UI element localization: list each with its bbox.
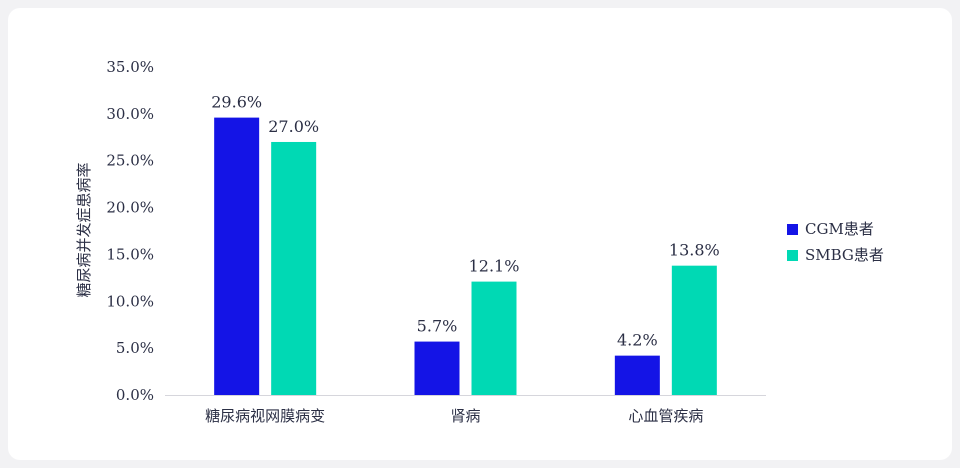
x-axis-ticks: 糖尿病视网膜病变 肾病 心血管疾病 xyxy=(205,407,703,425)
y-tick-label: 10.0% xyxy=(106,292,154,310)
data-label: 13.8% xyxy=(669,241,720,260)
data-label: 5.7% xyxy=(417,317,458,336)
bar xyxy=(471,281,517,395)
bars xyxy=(214,117,717,395)
y-tick-label: 0.0% xyxy=(116,386,154,404)
legend-label: SMBG患者 xyxy=(805,246,884,264)
y-tick-label: 15.0% xyxy=(106,245,154,263)
legend-swatch xyxy=(787,224,798,235)
legend-swatch xyxy=(787,250,798,261)
legend: CGM患者 SMBG患者 xyxy=(787,220,884,264)
x-tick-label: 心血管疾病 xyxy=(628,407,703,425)
x-tick-label: 糖尿病视网膜病变 xyxy=(205,407,325,425)
data-label: 29.6% xyxy=(211,93,262,112)
bar xyxy=(214,117,260,395)
legend-label: CGM患者 xyxy=(805,220,874,238)
y-tick-label: 5.0% xyxy=(116,339,154,357)
bar xyxy=(614,355,660,395)
y-tick-label: 20.0% xyxy=(106,199,154,217)
data-labels: 29.6% 27.0% 5.7% 12.1% 4.2% 13.8% xyxy=(211,93,719,350)
y-axis-ticks: 0.0% 5.0% 10.0% 15.0% 20.0% 25.0% 30.0% 35.0% xyxy=(106,58,154,404)
x-tick-label: 肾病 xyxy=(450,407,480,425)
y-tick-label: 30.0% xyxy=(106,105,154,123)
data-label: 4.2% xyxy=(617,331,658,350)
y-tick-label: 35.0% xyxy=(106,58,154,76)
y-axis-label: 糖尿病并发症患病率 xyxy=(75,162,93,297)
bar xyxy=(671,265,717,395)
y-tick-label: 25.0% xyxy=(106,152,154,170)
bar xyxy=(414,341,460,395)
data-label: 12.1% xyxy=(469,257,520,276)
data-label: 27.0% xyxy=(268,117,319,136)
bar xyxy=(271,141,317,395)
